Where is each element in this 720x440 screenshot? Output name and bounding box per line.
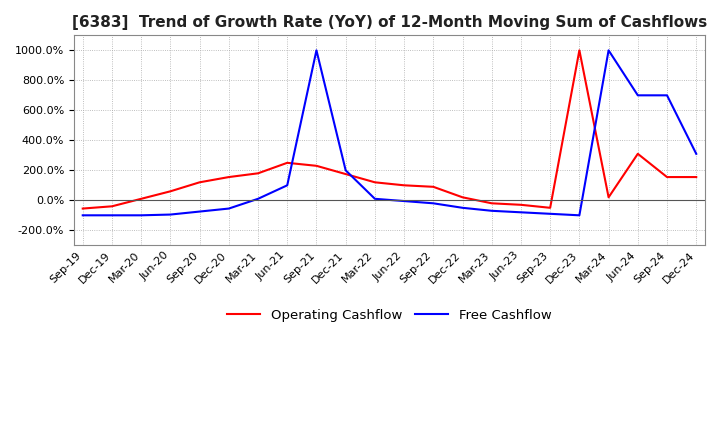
Operating Cashflow: [78, 206, 87, 211]
Operating Cashflow: [371, 180, 379, 185]
Operating Cashflow: [312, 163, 321, 169]
Free Cashflow: [253, 196, 262, 202]
Legend: Operating Cashflow, Free Cashflow: Operating Cashflow, Free Cashflow: [222, 303, 557, 327]
Operating Cashflow: [517, 202, 526, 207]
Operating Cashflow: [429, 184, 438, 190]
Free Cashflow: [517, 210, 526, 215]
Operating Cashflow: [107, 204, 116, 209]
Free Cashflow: [546, 211, 554, 216]
Free Cashflow: [487, 208, 496, 213]
Operating Cashflow: [341, 172, 350, 177]
Free Cashflow: [225, 206, 233, 211]
Free Cashflow: [604, 48, 613, 53]
Operating Cashflow: [137, 196, 145, 202]
Free Cashflow: [195, 209, 204, 214]
Free Cashflow: [341, 168, 350, 173]
Free Cashflow: [458, 205, 467, 210]
Free Cashflow: [371, 196, 379, 202]
Free Cashflow: [662, 93, 671, 98]
Operating Cashflow: [283, 160, 292, 165]
Title: [6383]  Trend of Growth Rate (YoY) of 12-Month Moving Sum of Cashflows: [6383] Trend of Growth Rate (YoY) of 12-…: [72, 15, 707, 30]
Line: Operating Cashflow: Operating Cashflow: [83, 50, 696, 209]
Operating Cashflow: [662, 174, 671, 180]
Operating Cashflow: [195, 180, 204, 185]
Free Cashflow: [166, 212, 175, 217]
Operating Cashflow: [458, 194, 467, 200]
Operating Cashflow: [604, 194, 613, 200]
Operating Cashflow: [487, 201, 496, 206]
Free Cashflow: [78, 213, 87, 218]
Line: Free Cashflow: Free Cashflow: [83, 50, 696, 215]
Free Cashflow: [400, 198, 408, 204]
Free Cashflow: [634, 93, 642, 98]
Operating Cashflow: [225, 174, 233, 180]
Free Cashflow: [107, 213, 116, 218]
Operating Cashflow: [575, 48, 584, 53]
Operating Cashflow: [634, 151, 642, 157]
Operating Cashflow: [546, 205, 554, 210]
Free Cashflow: [283, 183, 292, 188]
Operating Cashflow: [253, 171, 262, 176]
Operating Cashflow: [692, 174, 701, 180]
Free Cashflow: [137, 213, 145, 218]
Free Cashflow: [429, 201, 438, 206]
Free Cashflow: [312, 48, 321, 53]
Operating Cashflow: [166, 189, 175, 194]
Free Cashflow: [692, 151, 701, 157]
Operating Cashflow: [400, 183, 408, 188]
Free Cashflow: [575, 213, 584, 218]
